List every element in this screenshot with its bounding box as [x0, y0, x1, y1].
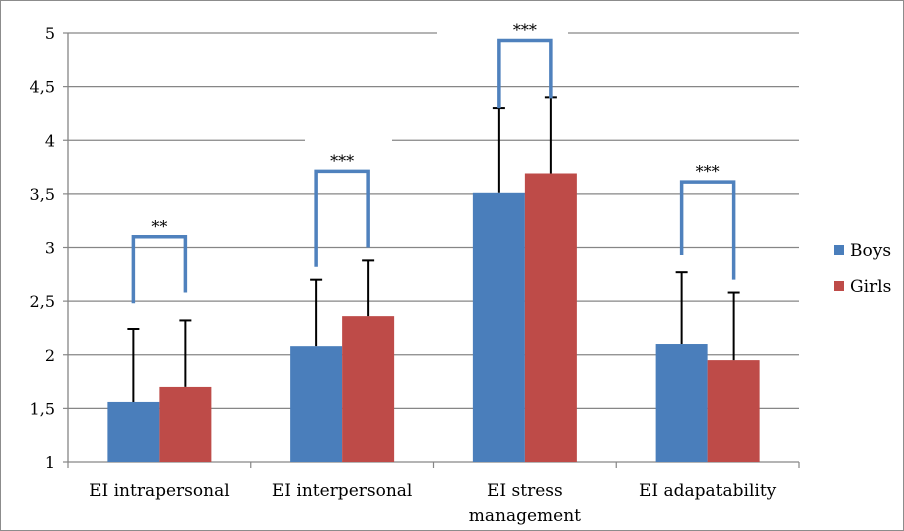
bar: [290, 346, 343, 462]
y-tick-label: 1,5: [30, 399, 55, 418]
y-tick-label: 5: [45, 24, 55, 43]
significance-bracket: [679, 180, 736, 280]
y-tick-label: 4: [45, 131, 55, 150]
x-axis-categories: EI intrapersonal EI interpersonal EI stres…: [89, 481, 777, 526]
error-bars: [127, 96, 740, 402]
legend: Boys Girls: [834, 241, 891, 297]
significance-bracket: [131, 235, 188, 304]
category-label: EI interpersonal: [272, 481, 412, 501]
category-label: EI adapatability: [639, 481, 777, 501]
category-label: EI stress: [487, 481, 563, 501]
significance-bracket: [314, 169, 370, 267]
y-tick-label: 2,5: [30, 292, 55, 311]
legend-swatch: [834, 245, 844, 255]
significance-label: **: [151, 217, 167, 236]
significance-label: ***: [696, 162, 720, 181]
y-tick-label: 4,5: [30, 78, 55, 97]
legend-label: Girls: [850, 277, 891, 297]
y-tick-label: 3,5: [30, 185, 55, 204]
significance-label: ***: [513, 21, 537, 40]
bar: [159, 386, 212, 462]
significance-brackets: ***********: [131, 21, 736, 304]
legend-swatch: [834, 281, 844, 291]
y-axis-ticks: 1 1,5 2 2,5 3 3,5 4 4,5 5: [30, 24, 68, 472]
bar: [107, 401, 160, 462]
significance-label: ***: [330, 151, 354, 170]
bar: [655, 344, 708, 462]
bar: [472, 192, 525, 463]
category-label: management: [469, 506, 581, 526]
bar: [342, 316, 395, 462]
bar: [707, 360, 760, 462]
category-label: EI intrapersonal: [89, 481, 230, 501]
significance-bracket: [497, 38, 553, 109]
bar: [524, 173, 577, 462]
legend-label: Boys: [850, 241, 891, 261]
y-tick-label: 3: [45, 239, 55, 258]
y-tick-label: 2: [45, 346, 55, 365]
y-tick-label: 1: [45, 453, 55, 472]
bars: [107, 173, 760, 463]
